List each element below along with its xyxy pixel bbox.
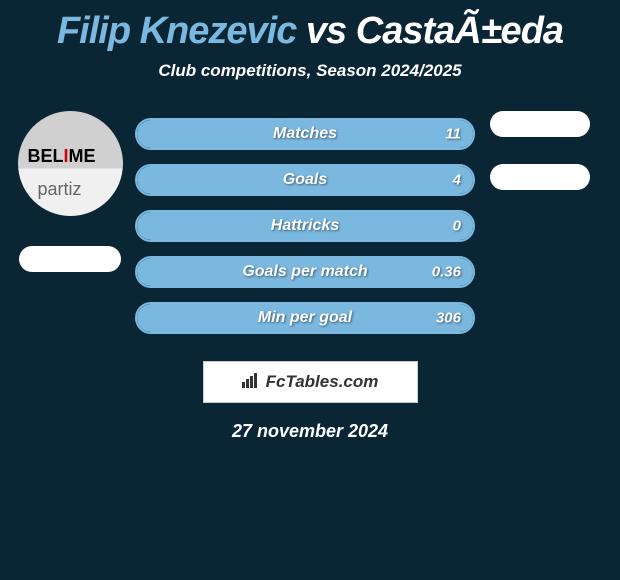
avatar-sponsor-text: BELIME (28, 146, 96, 167)
stat-value: 11 (445, 126, 461, 143)
stat-label: Min per goal (258, 309, 352, 327)
stat-bar-min-per-goal: Min per goal 306 (135, 302, 475, 334)
stat-label: Matches (273, 125, 337, 143)
logo-text: FcTables.com (266, 372, 379, 392)
stat-row: Goals 4 (135, 157, 475, 203)
stat-bar-goals: Goals 4 (135, 164, 475, 196)
stat-row: Min per goal 306 (135, 295, 475, 341)
fctables-logo[interactable]: FcTables.com (203, 361, 418, 403)
stat-value: 0 (453, 218, 461, 235)
player1-avatar: BELIME partiz (18, 111, 123, 216)
stat-bar-matches: Matches 11 (135, 118, 475, 150)
stat-row: Hattricks 0 (135, 203, 475, 249)
left-column: BELIME partiz (10, 111, 130, 341)
stat-label: Goals per match (242, 263, 367, 281)
subtitle: Club competitions, Season 2024/2025 (0, 61, 620, 81)
stat-value: 4 (453, 172, 461, 189)
stat-bar-hattricks: Hattricks 0 (135, 210, 475, 242)
content-area: BELIME partiz Matches 11 Goals 4 Hattric… (0, 111, 620, 341)
stat-value: 306 (436, 310, 461, 327)
right-column (480, 111, 600, 341)
stat-row: Goals per match 0.36 (135, 249, 475, 295)
player2-pill-2 (490, 164, 590, 190)
chart-icon (242, 372, 260, 393)
stat-row: Matches 11 (135, 111, 475, 157)
avatar-club-text: partiz (38, 179, 82, 200)
page-title: Filip Knezevic vs CastaÃ±eda (0, 0, 620, 53)
stat-label: Goals (283, 171, 327, 189)
stat-bar-goals-per-match: Goals per match 0.36 (135, 256, 475, 288)
stat-label: Hattricks (271, 217, 339, 235)
player2-pill-1 (490, 111, 590, 137)
stat-value: 0.36 (432, 264, 461, 281)
stats-column: Matches 11 Goals 4 Hattricks 0 Goals per… (130, 111, 480, 341)
title-vs: vs (306, 10, 346, 52)
title-player1: Filip Knezevic (57, 10, 296, 52)
date-text: 27 november 2024 (0, 421, 620, 442)
title-player2: CastaÃ±eda (356, 10, 563, 52)
player1-name-pill (19, 246, 121, 272)
